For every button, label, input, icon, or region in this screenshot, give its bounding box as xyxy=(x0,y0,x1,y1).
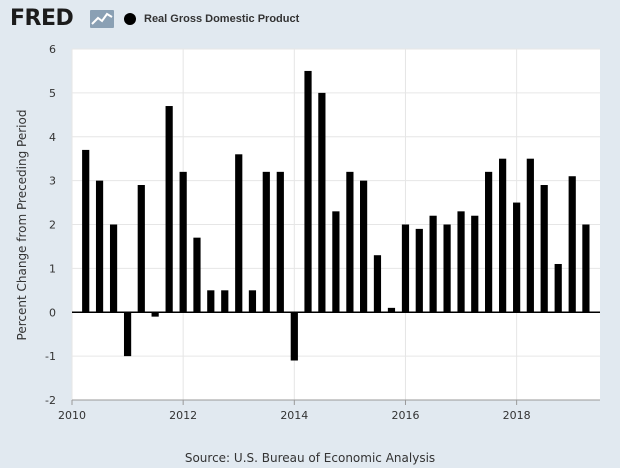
data-bar xyxy=(109,224,118,313)
x-tick-label: 2012 xyxy=(169,409,197,422)
y-tick-label: 5 xyxy=(49,87,56,100)
y-tick-label: 1 xyxy=(49,262,56,275)
x-tick-label: 2010 xyxy=(58,409,86,422)
x-tick-label: 2016 xyxy=(391,409,419,422)
data-bar xyxy=(346,171,354,313)
y-tick-label: 2 xyxy=(49,219,56,232)
data-bar xyxy=(248,290,257,313)
data-bar xyxy=(457,211,465,313)
data-bar xyxy=(82,149,90,313)
legend-label: Real Gross Domestic Product xyxy=(144,13,300,25)
data-bar xyxy=(235,154,243,313)
data-bar xyxy=(137,185,145,313)
data-bar xyxy=(485,171,493,313)
data-bar xyxy=(179,171,187,313)
fred-logo[interactable]: FRED xyxy=(10,6,74,31)
fred-logo-chart-icon xyxy=(90,10,114,28)
data-bar xyxy=(526,158,534,313)
y-tick-label: 3 xyxy=(49,175,56,188)
data-bar xyxy=(554,263,562,313)
data-bar xyxy=(415,228,423,313)
data-bar xyxy=(401,224,410,313)
data-bar xyxy=(221,290,229,313)
data-bar xyxy=(262,171,270,313)
data-bar xyxy=(332,211,340,313)
data-bar xyxy=(151,312,159,317)
x-tick-label: 2014 xyxy=(280,409,308,422)
data-bar xyxy=(513,202,521,313)
data-bar xyxy=(207,290,215,313)
data-bar xyxy=(123,312,132,357)
data-bar xyxy=(540,185,548,313)
y-tick-label: 0 xyxy=(49,306,56,319)
data-bar xyxy=(387,307,396,313)
data-bar xyxy=(193,237,201,313)
y-axis-label: Percent Change from Preceding Period xyxy=(15,109,29,341)
data-bar xyxy=(568,176,576,313)
data-bar xyxy=(95,180,104,313)
data-bar xyxy=(443,224,451,313)
legend-marker xyxy=(124,13,136,25)
data-bar xyxy=(359,180,368,313)
data-bar xyxy=(582,224,590,313)
data-bar xyxy=(499,158,507,313)
y-tick-label: -1 xyxy=(45,350,56,363)
x-tick-label: 2018 xyxy=(503,409,531,422)
source-note: Source: U.S. Bureau of Economic Analysis xyxy=(184,451,436,465)
y-tick-label: 4 xyxy=(49,131,56,144)
header: FRED Real Gross Domestic Product xyxy=(0,0,620,40)
data-bar xyxy=(471,215,479,313)
data-bar xyxy=(304,70,312,313)
data-bar xyxy=(290,312,298,361)
data-bar xyxy=(373,255,382,313)
data-bar xyxy=(165,106,173,313)
data-bar xyxy=(429,215,437,313)
y-tick-label: 6 xyxy=(49,43,56,56)
data-bar xyxy=(318,92,326,313)
data-bar xyxy=(276,171,284,313)
y-tick-label: -2 xyxy=(45,394,56,407)
